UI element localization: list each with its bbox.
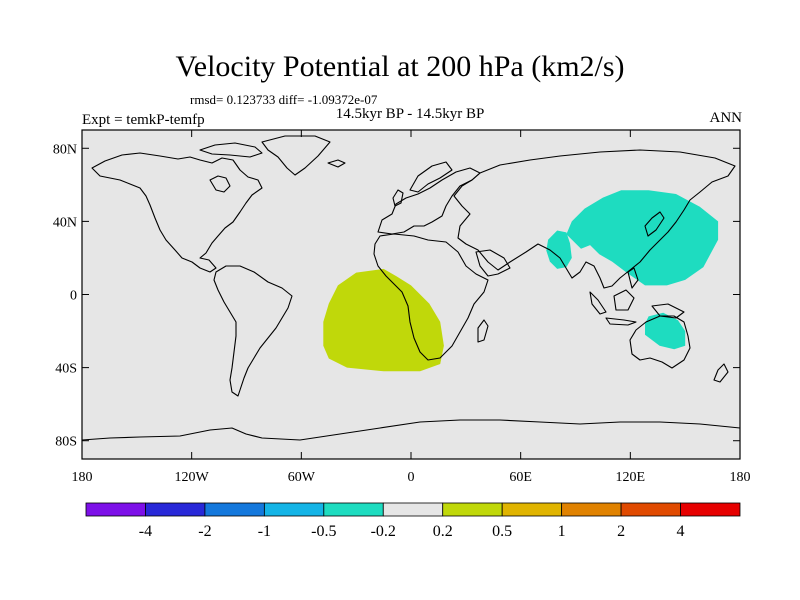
coast-hudson-bay <box>209 175 231 193</box>
lat-tick-label: 80S <box>55 435 77 450</box>
colorbar-swatch <box>204 502 265 517</box>
coastlines <box>81 135 741 441</box>
colorbar-label: 2 <box>617 523 625 540</box>
lon-tick-label: 0 <box>408 470 415 485</box>
coast-borneo <box>613 289 635 311</box>
colorbar-label: -0.2 <box>371 523 396 540</box>
coast-north-america <box>91 152 263 273</box>
coast-scandinavia <box>409 161 453 193</box>
colorbar-label: 0.2 <box>433 523 453 540</box>
colorbar-swatch <box>680 502 741 517</box>
axis-ticks: 80N 40N 0 40S 80S 180 120W 60W 0 60E 120E 180 <box>53 130 751 485</box>
coast-japan <box>644 211 665 237</box>
colorbar-swatch <box>501 502 563 517</box>
colorbar-label: -0.5 <box>311 523 336 540</box>
coast-madagascar <box>477 319 489 343</box>
coast-iceland <box>327 159 346 168</box>
plot-title: Velocity Potential at 200 hPa (km2/s) <box>175 50 625 83</box>
coast-arctic-islands <box>199 142 263 158</box>
colorbar-swatch <box>145 502 206 517</box>
world-map: 80N 40N 0 40S 80S 180 120W 60W 0 60E 120E 180 <box>53 129 751 485</box>
coast-philippines <box>627 267 639 289</box>
colorbar-swatch <box>382 502 444 517</box>
colorbar-label: 4 <box>677 523 685 540</box>
colorbar-swatch <box>323 502 384 517</box>
rmsd-diff-stats: rmsd= 0.123733 diff= -1.09372e-07 <box>190 92 378 107</box>
colorbar-swatch <box>620 502 681 517</box>
coast-africa <box>373 233 489 361</box>
coast-asia <box>453 149 736 289</box>
colorbar-label: -2 <box>198 523 211 540</box>
coast-arabia <box>475 249 511 277</box>
coast-south-america <box>213 265 293 397</box>
lon-tick-label: 180 <box>730 470 751 485</box>
colorbar-swatch <box>561 502 622 517</box>
lat-tick-label: 0 <box>70 289 77 304</box>
colorbar: -4 -2 -1 -0.5 -0.2 0.2 0.5 1 2 4 <box>85 502 741 540</box>
lon-tick-label: 60E <box>509 470 532 485</box>
coast-antarctica <box>81 419 741 441</box>
colorbar-label: -1 <box>258 523 271 540</box>
colorbar-label: -4 <box>139 523 152 540</box>
lat-tick-label: 40N <box>53 215 77 230</box>
lon-tick-label: 120E <box>616 470 646 485</box>
lon-tick-label: 180 <box>72 470 93 485</box>
anomaly-australia-negative <box>645 312 686 350</box>
season-label: ANN <box>709 110 743 126</box>
lon-tick-label: 60W <box>288 470 316 485</box>
lon-tick-label: 120W <box>175 470 210 485</box>
colorbar-swatch <box>85 502 146 517</box>
colorbar-label: 1 <box>558 523 566 540</box>
colorbar-swatch <box>442 502 503 517</box>
coast-sumatra-java <box>589 291 637 326</box>
anomaly-west-pacific-negative <box>566 190 719 286</box>
anomaly-south-atlantic-positive <box>323 268 444 372</box>
colorbar-label: 0.5 <box>492 523 512 540</box>
coast-greenland <box>261 135 331 176</box>
anomaly-arabian-sea-negative <box>546 230 572 269</box>
colorbar-swatch <box>263 502 325 517</box>
coast-britain <box>392 189 404 207</box>
period-subtitle: 14.5kyr BP - 14.5kyr BP <box>335 106 485 122</box>
coast-new-guinea <box>651 303 685 319</box>
coast-new-zealand <box>713 363 729 383</box>
experiment-label: Expt = temkP-temfp <box>82 112 205 128</box>
anomaly-layer <box>323 190 719 372</box>
lat-tick-label: 40S <box>55 362 77 377</box>
lat-tick-label: 80N <box>53 142 77 157</box>
coast-australia <box>629 315 691 369</box>
